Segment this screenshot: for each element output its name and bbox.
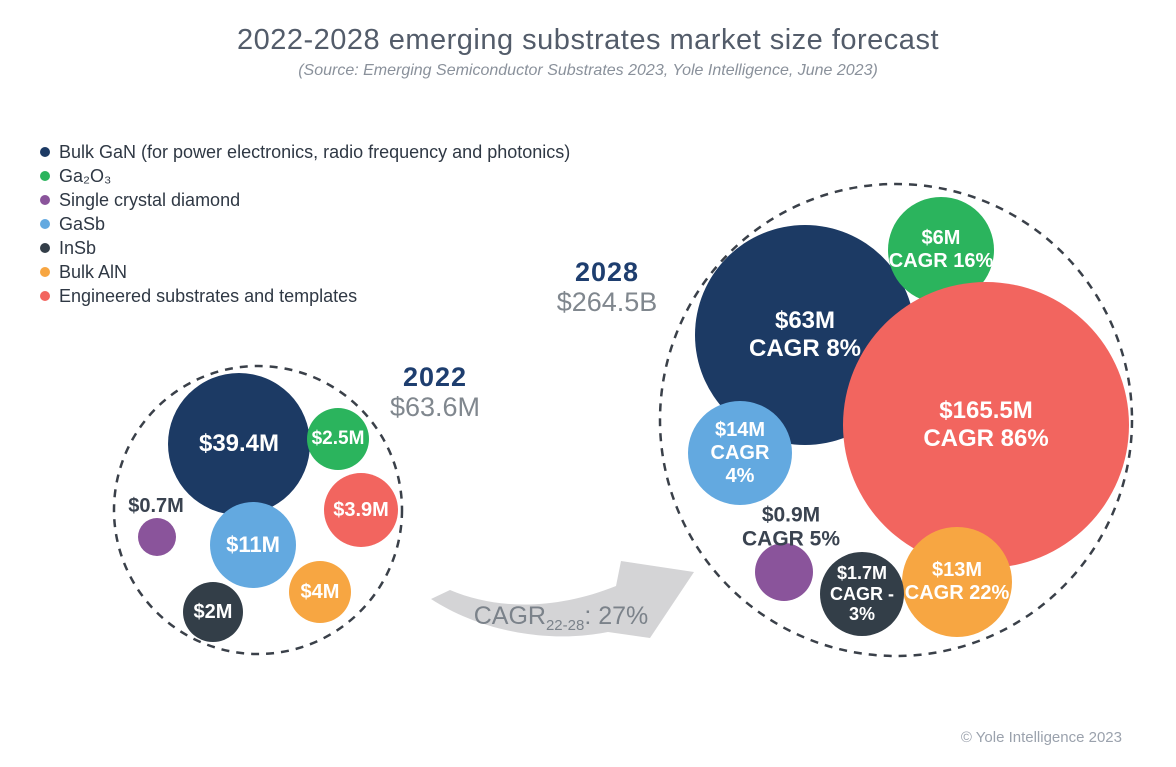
legend-dot-icon: [40, 267, 50, 277]
bubble-outside-label-2028-single-crystal-diamond: $0.9M CAGR 5%: [741, 503, 841, 550]
bubble-2022-single-crystal-diamond: [138, 518, 176, 556]
legend-item-engineered-substrates: Engineered substrates and templates: [40, 287, 570, 305]
bubble-2028-engineered-substrates: $165.5M CAGR 86%: [843, 282, 1129, 568]
legend-dot-icon: [40, 195, 50, 205]
total-value-label: $264.5B: [556, 287, 658, 318]
chart-source: (Source: Emerging Semiconductor Substrat…: [298, 62, 878, 79]
arrow-label-suffix: : 27%: [584, 602, 649, 630]
legend-item-bulk-aln: Bulk AlN: [40, 263, 570, 281]
total-value-label: $63.6M: [389, 392, 481, 423]
legend-item-bulk-gan: Bulk GaN (for power electronics, radio f…: [40, 143, 570, 161]
legend-item-label: Single crystal diamond: [59, 190, 241, 210]
bubble-value-label: $165.5M CAGR 86%: [923, 397, 1049, 452]
bubble-value-label: $14M CAGR 4%: [710, 418, 770, 487]
bubble-outside-label-2022-single-crystal-diamond: $0.7M: [128, 494, 184, 517]
legend-item-gasb: GaSb: [40, 215, 570, 233]
bubble-2022-gasb: $11M: [210, 502, 296, 588]
legend-item-label: Engineered substrates and templates: [59, 286, 358, 306]
legend-item-ga2o3: Ga₂O₃: [40, 167, 570, 185]
growth-arrow-label: CAGR22-28: 27%: [474, 602, 649, 634]
bubble-value-label: $4M: [300, 580, 340, 603]
legend-item-label: GaSb: [59, 214, 106, 234]
bubble-value-label: $2M: [193, 600, 233, 623]
legend-dot-icon: [40, 171, 50, 181]
cluster-outline-2028: [658, 182, 1134, 658]
legend-item-single-crystal-diamond: Single crystal diamond: [40, 191, 570, 209]
bubble-2022-ga2o3: $2.5M: [307, 408, 369, 470]
copyright-notice: © Yole Intelligence 2023: [960, 729, 1122, 746]
bubble-2022-insb: $2M: [183, 582, 243, 642]
chart-title: 2022-2028 emerging substrates market siz…: [236, 24, 939, 56]
bubble-value-label: $39.4M: [198, 430, 280, 458]
legend-dot-icon: [40, 147, 50, 157]
bubble-value-label: $2.5M: [311, 428, 365, 450]
legend-item-insb: InSb: [40, 239, 570, 257]
bubble-value-label: $13M CAGR 22%: [904, 559, 1010, 604]
legend-item-label: InSb: [59, 238, 97, 258]
bubble-value-label: $6M CAGR 16%: [888, 227, 994, 272]
bubble-2022-bulk-aln: $4M: [289, 561, 351, 623]
cluster-outline-2022: [112, 364, 404, 656]
bubble-value-label: $63M CAGR 8%: [748, 307, 862, 362]
bubble-value-label: $1.7M CAGR -3%: [830, 562, 894, 625]
arrow-label-subscript: 22-28: [545, 617, 585, 634]
bubble-2022-engineered-substrates: $3.9M: [324, 473, 398, 547]
legend: Bulk GaN (for power electronics, radio f…: [40, 143, 570, 305]
bubble-2028-single-crystal-diamond: [755, 543, 813, 601]
year-label: 2028: [574, 257, 640, 287]
bubble-2028-gasb: $14M CAGR 4%: [688, 401, 792, 505]
year-label: 2022: [402, 362, 468, 392]
legend-item-label: Ga₂O₃: [59, 166, 112, 186]
cluster-label-2022: 2022 $63.6M: [390, 362, 480, 422]
cluster-label-2028: 2028 $264.5B: [557, 257, 658, 317]
legend-dot-icon: [40, 219, 50, 229]
legend-dot-icon: [40, 291, 50, 301]
bubble-2028-insb: $1.7M CAGR -3%: [820, 552, 904, 636]
bubble-value-label: $3.9M: [333, 498, 389, 521]
legend-item-label: Bulk AlN: [59, 262, 128, 282]
bubble-2022-bulk-gan: $39.4M: [168, 373, 310, 515]
bubble-2028-bulk-aln: $13M CAGR 22%: [902, 527, 1012, 637]
legend-item-label: Bulk GaN (for power electronics, radio f…: [59, 142, 571, 162]
bubble-value-label: $11M: [226, 532, 280, 558]
legend-dot-icon: [40, 243, 50, 253]
growth-arrow-icon: [431, 561, 694, 638]
arrow-label-prefix: CAGR: [473, 602, 546, 630]
